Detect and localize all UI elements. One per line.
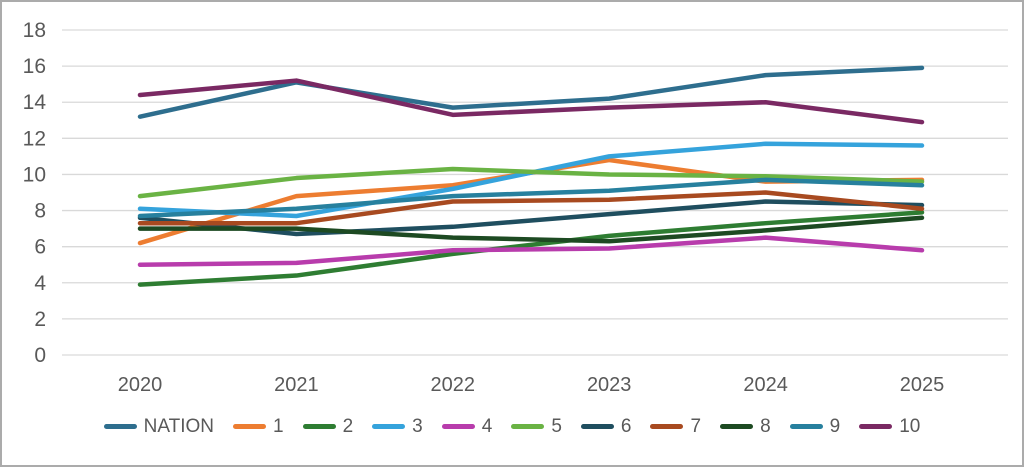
legend-item-5: 5 (511, 417, 562, 436)
legend-item-9: 9 (789, 416, 841, 437)
legend-swatch-8 (720, 424, 754, 429)
legend-item-6: 6 (580, 416, 632, 437)
legend-label: 7 (690, 416, 702, 437)
series-line-7 (137, 190, 925, 226)
legend-swatch-7 (650, 424, 684, 429)
series-line-8 (137, 215, 925, 244)
legend-swatch-2 (302, 424, 336, 429)
legend-label: 9 (829, 416, 841, 437)
x-axis-tick-label: 2022 (431, 374, 476, 396)
series-line-10 (137, 78, 925, 125)
legend-label: 4 (481, 416, 493, 437)
legend-swatch-10 (859, 424, 893, 429)
y-axis-tick-label: 6 (34, 236, 46, 259)
legend-swatch-5 (511, 424, 545, 429)
y-axis-tick-label: 16 (23, 55, 46, 78)
legend-label: 2 (342, 416, 354, 437)
y-axis-tick-label: 12 (23, 127, 46, 150)
legend-swatch-1 (233, 424, 267, 429)
x-axis-tick-label: 2023 (587, 374, 632, 396)
chart-legend: NATION 1 2 3 4 5 6 7 8 9 10 (2, 417, 1022, 436)
series-line-4 (137, 235, 925, 267)
legend-swatch-9 (789, 424, 823, 429)
legend-item-1: 1 (233, 417, 284, 436)
legend-swatch-4 (441, 424, 475, 429)
x-axis-tick-label: 2025 (900, 374, 945, 396)
legend-item-10: 10 (859, 417, 920, 436)
series-line-2 (137, 210, 925, 287)
y-axis-tick-label: 0 (34, 344, 46, 367)
legend-swatch-6 (580, 424, 614, 429)
legend-label: 6 (620, 416, 632, 437)
y-axis-tick-label: 8 (34, 200, 46, 223)
legend-swatch-3 (372, 424, 406, 429)
legend-item-2: 2 (302, 416, 354, 437)
legend-label: 8 (760, 416, 771, 437)
series-line-NATION (137, 65, 925, 119)
legend-label: 10 (899, 416, 921, 437)
x-axis-tick-label: 2020 (118, 374, 163, 396)
series-line-9 (137, 177, 925, 219)
legend-label: 5 (551, 416, 562, 437)
legend-label: 1 (273, 416, 284, 437)
y-axis-tick-label: 18 (23, 19, 46, 42)
legend-label: NATION (143, 416, 215, 437)
y-axis-tick-label: 2 (34, 308, 46, 331)
legend-item-4: 4 (441, 416, 493, 437)
y-axis-tick-label: 4 (34, 272, 46, 295)
legend-label: 3 (412, 416, 423, 437)
x-axis-tick-label: 2021 (274, 374, 319, 396)
legend-item-NATION: NATION (103, 416, 215, 437)
chart-canvas: 0 2 4 6 8 10 12 14 16 18 2020 2021 2022 2023 2024 2025 (23, 19, 1008, 396)
y-axis-tick-label: 10 (23, 163, 46, 186)
legend-item-3: 3 (372, 417, 423, 436)
x-axis-tick-label: 2024 (743, 374, 788, 396)
legend-item-8: 8 (720, 417, 771, 436)
y-axis-tick-label: 14 (23, 91, 47, 114)
series-line-6 (137, 199, 925, 237)
legend-item-7: 7 (650, 417, 701, 436)
series-line-5 (137, 166, 925, 199)
legend-swatch-NATION (103, 424, 137, 429)
